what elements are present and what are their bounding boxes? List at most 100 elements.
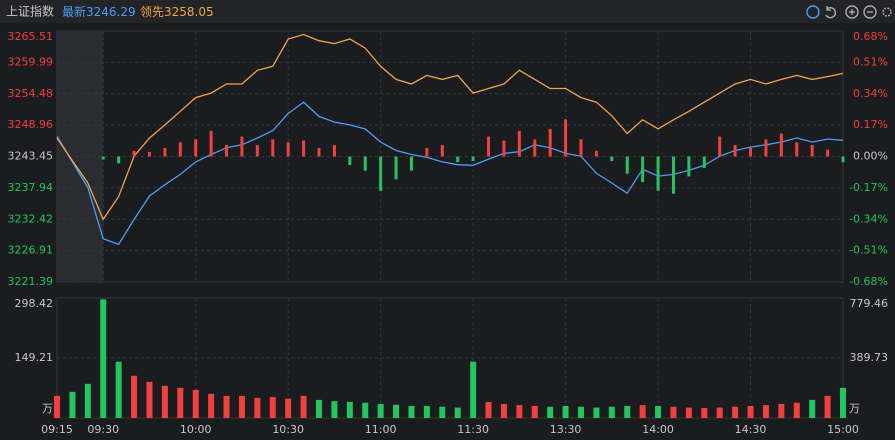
volume-bar xyxy=(608,406,615,418)
y2-tick-label: -0.51% xyxy=(849,244,888,257)
change-bar xyxy=(625,156,629,174)
change-bar xyxy=(132,150,136,157)
x-tick-label: 15:00 xyxy=(827,423,859,436)
change-bar xyxy=(271,139,275,157)
volume-bar xyxy=(809,399,816,418)
y-tick-label: 149.21 xyxy=(15,351,54,364)
y2-tick-label: 0.51% xyxy=(853,55,888,68)
price-line xyxy=(56,33,844,221)
change-bar xyxy=(533,139,537,157)
x-tick-label: 09:30 xyxy=(87,423,119,436)
volume-bar xyxy=(408,405,415,418)
change-bar xyxy=(194,139,198,157)
volume-bar xyxy=(269,397,276,418)
volume-bar xyxy=(393,404,400,418)
volume-bar xyxy=(470,361,477,418)
change-bar xyxy=(225,145,229,157)
volume-bar xyxy=(701,407,708,418)
change-bar xyxy=(147,151,151,157)
volume-bar xyxy=(238,395,245,418)
volume-bar xyxy=(793,402,800,418)
header-bar xyxy=(0,0,895,23)
change-bar xyxy=(548,129,552,157)
volume-bar xyxy=(454,407,461,418)
change-bar xyxy=(348,156,352,165)
change-bar xyxy=(641,156,645,183)
change-bar xyxy=(826,149,830,157)
volume-bar xyxy=(300,395,307,418)
change-bar xyxy=(702,156,706,168)
unit-label: 万 xyxy=(42,402,53,415)
plot-area: 3265.51 3259.99 3254.48 3248.96 3243.45 3237.… xyxy=(8,30,889,436)
lead-label: 领先 xyxy=(140,5,164,19)
lead-value: 3258.05 xyxy=(164,5,214,19)
change-bar xyxy=(209,130,213,157)
volume-bar xyxy=(423,405,430,418)
change-bar xyxy=(255,145,259,157)
y-tick-label: 3232.42 xyxy=(8,212,54,225)
change-bar xyxy=(795,142,799,157)
change-bar xyxy=(564,119,568,157)
volume-bar xyxy=(377,403,384,418)
volume-bar xyxy=(685,407,692,418)
volume-bar xyxy=(500,403,507,418)
change-bar xyxy=(394,156,398,180)
change-bar xyxy=(671,156,675,194)
change-bar xyxy=(302,140,306,157)
zoom-out-button[interactable] xyxy=(863,5,877,19)
volume-bar xyxy=(131,375,138,418)
volume-bar xyxy=(531,405,538,418)
volume-bar xyxy=(516,405,523,418)
zoom-in-button[interactable] xyxy=(845,5,859,19)
change-bar xyxy=(749,148,753,157)
change-bar xyxy=(810,145,814,157)
volume-bar xyxy=(547,406,554,418)
mode-button[interactable] xyxy=(806,5,820,19)
volume-bar xyxy=(316,399,322,418)
change-bar xyxy=(101,156,105,160)
volume-bar xyxy=(146,381,153,418)
change-bar xyxy=(517,130,521,157)
volume-bar xyxy=(562,405,569,418)
volume-bar xyxy=(223,395,230,418)
volume-bar xyxy=(69,391,76,418)
x-tick-label: 10:30 xyxy=(272,423,304,436)
change-bar xyxy=(425,148,429,157)
latest: 最新3246.29 xyxy=(62,4,136,19)
y-tick-label: 3248.96 xyxy=(8,118,54,131)
volume-bar xyxy=(578,406,584,418)
volume-bar xyxy=(485,401,492,418)
volume-bar xyxy=(624,405,631,418)
change-bar xyxy=(440,145,444,157)
x-tick-label: 14:30 xyxy=(735,423,767,436)
y2-tick-label: -0.34% xyxy=(849,212,888,225)
change-bar xyxy=(332,145,336,157)
volume-bar xyxy=(84,383,91,418)
change-bar xyxy=(779,133,783,157)
unit-label: 万 xyxy=(849,402,860,415)
volume-bar xyxy=(362,402,369,418)
change-bar xyxy=(471,156,475,162)
change-bar xyxy=(286,142,290,157)
volume-bar xyxy=(840,387,846,418)
volume-bar xyxy=(778,403,785,418)
change-bar xyxy=(379,156,383,191)
change-bar xyxy=(240,136,244,157)
volume-bar xyxy=(115,361,122,418)
y2-tick-label: 0.34% xyxy=(853,87,888,100)
settings-button[interactable] xyxy=(882,7,892,17)
volume-bar xyxy=(439,406,446,418)
change-bar xyxy=(502,140,506,157)
x-tick-label: 14:00 xyxy=(642,423,674,436)
volume-bar xyxy=(593,407,600,418)
change-bar xyxy=(764,139,768,157)
change-bar xyxy=(733,145,737,157)
reset-button[interactable] xyxy=(825,6,837,19)
lead: 领先3258.05 xyxy=(140,5,214,19)
volume-bar xyxy=(285,398,292,418)
y2-tick-label: 389.73 xyxy=(850,351,889,364)
y-tick-label: 3226.91 xyxy=(8,244,54,257)
change-bar xyxy=(409,156,413,171)
volume-bar xyxy=(254,397,261,418)
volume-bar xyxy=(177,387,184,418)
